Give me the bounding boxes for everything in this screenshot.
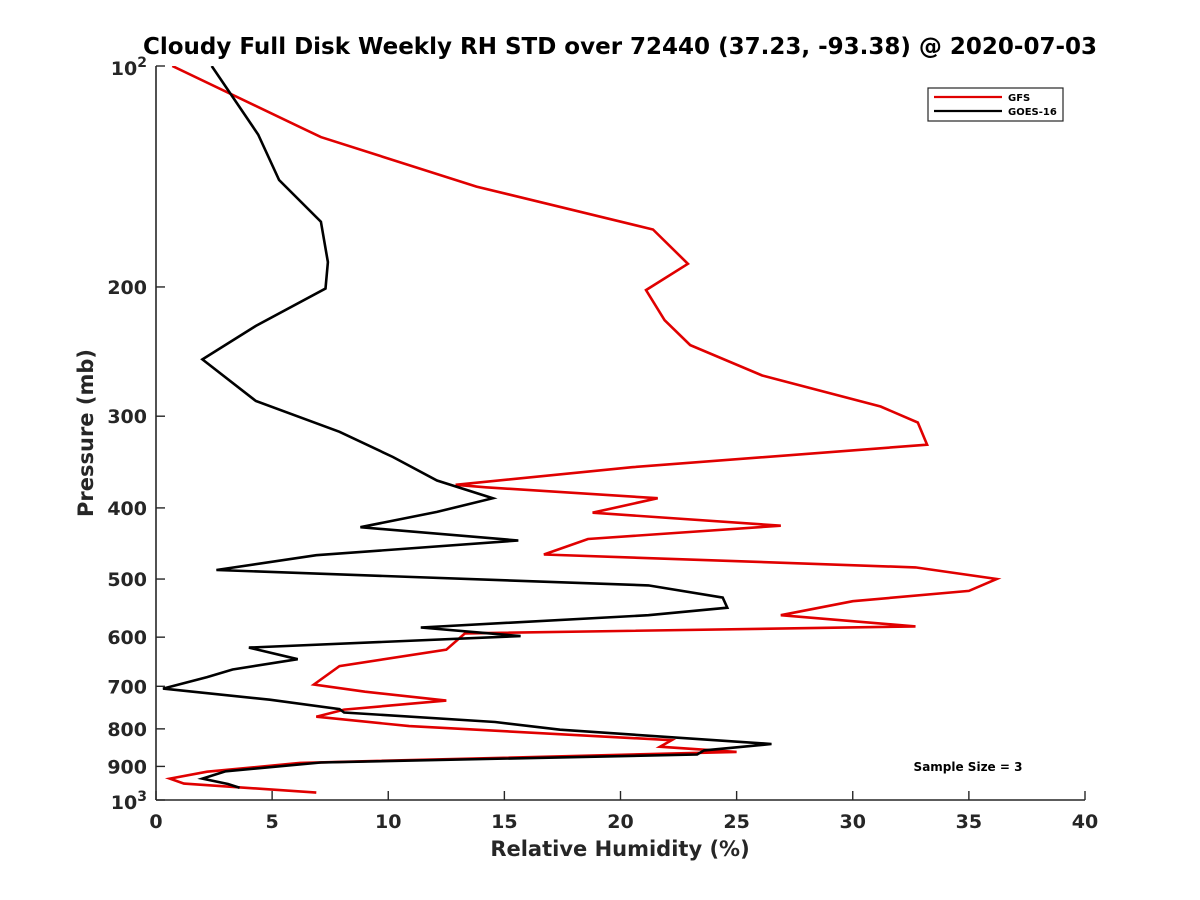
y-tick-label: 700 (107, 676, 147, 698)
legend: GFS GOES-16 (927, 87, 1064, 122)
x-tick-label: 40 (1072, 811, 1098, 833)
x-axis-label: Relative Humidity (%) (490, 837, 749, 861)
x-tick-label: 20 (607, 811, 633, 833)
chart-title: Cloudy Full Disk Weekly RH STD over 7244… (143, 34, 1097, 60)
legend-box (927, 87, 1064, 122)
x-tick-label: 15 (491, 811, 517, 833)
y-tick-label: 500 (107, 569, 147, 591)
y-tick-label: 400 (107, 498, 147, 520)
legend-label-gfs: GFS (1008, 93, 1030, 104)
x-tick-label: 5 (266, 811, 279, 833)
x-tick-label: 35 (956, 811, 982, 833)
x-tick-label: 30 (840, 811, 866, 833)
y-tick-label: 103 (111, 789, 147, 814)
x-tick-label: 0 (149, 811, 162, 833)
y-tick-label: 800 (107, 719, 147, 741)
y-ticks: 102 200 300 400 500 600 700 800 900 103 (107, 55, 165, 814)
series-layer (162, 66, 1002, 794)
y-axis-label: Pressure (mb) (74, 349, 98, 517)
axes (155, 66, 1085, 801)
y-tick-label: 600 (107, 627, 147, 649)
y-tick-label: 200 (107, 277, 147, 299)
x-tick-label: 10 (375, 811, 401, 833)
legend-label-goes16: GOES-16 (1008, 107, 1057, 118)
x-ticks: 0 5 10 15 20 25 30 35 40 (149, 791, 1098, 833)
x-tick-label: 25 (723, 811, 749, 833)
y-tick-label: 300 (107, 406, 147, 428)
sample-size-annotation: Sample Size = 3 (914, 760, 1023, 774)
y-tick-label: 102 (111, 55, 147, 80)
y-tick-label: 900 (107, 756, 147, 778)
series-line-gfs (164, 66, 1002, 794)
series-line-goes16 (162, 66, 772, 789)
